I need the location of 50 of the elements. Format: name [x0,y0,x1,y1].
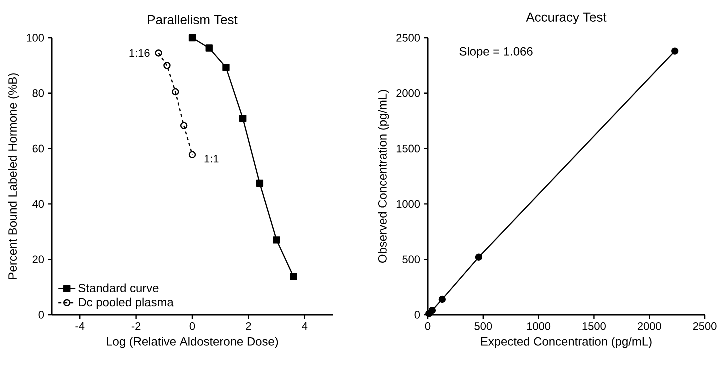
y-tick-label: 2500 [396,34,420,42]
y-tick-label: 2000 [396,90,420,98]
y-tick-label: 0 [38,311,44,319]
point [428,306,436,314]
point [188,34,196,42]
point [240,115,247,122]
y-tick-label: 0 [414,311,420,319]
y-tick-label: 60 [32,144,44,153]
y-axis-title: Observed Concentration (pg/mL) [378,90,390,263]
x-tick-label: 1000 [527,322,551,330]
point [172,88,180,96]
y-tick-label: 100 [27,34,44,42]
x-tick-label: -4 [76,322,85,330]
annotation: Slope = 1.066 [460,47,533,58]
point [180,122,188,130]
y-tick-label: 500 [402,256,420,264]
legend-label: Standard curve [78,284,159,293]
y-tick-label: 1500 [396,144,420,153]
point [206,44,213,52]
point [164,62,171,70]
point [273,236,280,244]
x-tick-label: -2 [132,322,141,330]
y-tick-label: 80 [32,90,44,98]
x-axis-title: Log (Relative Aldosterone Dose) [107,337,278,348]
x-tick-label: 500 [474,322,492,330]
chart-title: Parallelism Test [148,14,238,25]
point [290,273,298,280]
y-tick-label: 40 [32,200,44,208]
point [155,50,162,57]
annotation: 1:16 [130,49,150,58]
point [672,48,679,55]
annotation: 1:1 [204,155,219,163]
y-axis-title: Percent Bound Labeled Hormone (%B) [8,74,20,280]
x-axis-title: Expected Concentration (pg/mL) [481,337,652,348]
x-tick-label: 1500 [582,322,606,330]
y-tick-label: 1000 [396,200,420,208]
chart-title: Accuracy Test [526,12,607,25]
point [188,151,196,158]
x-tick-label: 2500 [693,322,717,330]
x-tick-label: 4 [302,322,308,330]
legend-label: Dc pooled plasma [79,298,174,310]
point [438,296,446,304]
y-tick-label: 20 [32,256,44,264]
x-tick-label: 0 [425,322,431,330]
x-tick-label: 2 [246,322,252,330]
point [256,180,264,188]
x-tick-label: 2000 [638,322,662,330]
point [475,254,483,261]
x-tick-label: 0 [190,322,196,330]
point [222,64,230,72]
